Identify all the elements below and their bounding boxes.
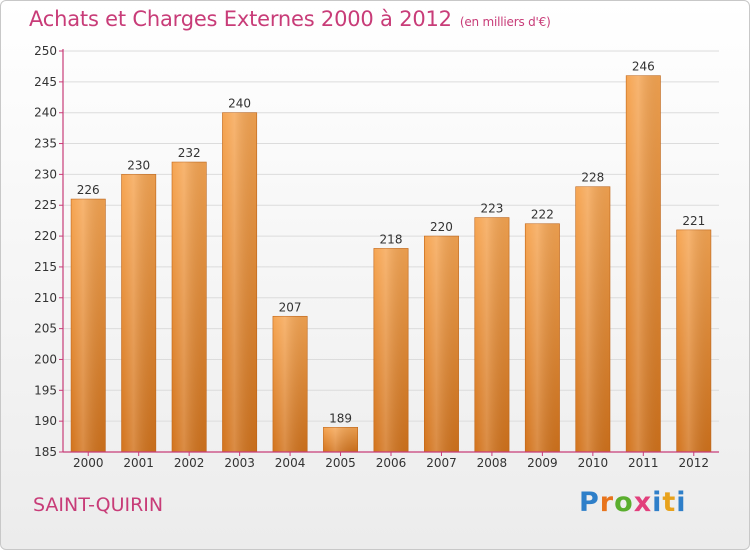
bar-shine bbox=[424, 236, 459, 452]
bar-shine bbox=[676, 229, 711, 452]
bars: 226 230 232 240 207 189 218 220 223 222 228 246 221 bbox=[70, 60, 712, 453]
bar-value-label: 221 bbox=[682, 214, 705, 228]
y-tick-label: 215 bbox=[34, 260, 57, 274]
proxiti-logo[interactable]: Proxiti bbox=[579, 487, 687, 518]
y-tick-label: 240 bbox=[34, 106, 57, 120]
x-tick-label: 2003 bbox=[224, 456, 255, 470]
x-tick-label: 2000 bbox=[73, 456, 104, 470]
bar-value-label: 230 bbox=[127, 158, 150, 172]
y-tick-label: 205 bbox=[34, 322, 57, 336]
bar-value-label: 240 bbox=[228, 97, 251, 111]
y-tick-label: 250 bbox=[34, 44, 57, 58]
x-tick-label: 2006 bbox=[376, 456, 407, 470]
x-tick-label: 2005 bbox=[325, 456, 356, 470]
bar-value-label: 218 bbox=[380, 232, 403, 246]
x-tick-label: 2007 bbox=[426, 456, 457, 470]
y-tick-label: 195 bbox=[34, 383, 57, 397]
logo-letter: P bbox=[579, 487, 600, 518]
bar-value-label: 228 bbox=[581, 171, 604, 185]
y-tick-label: 200 bbox=[34, 352, 57, 366]
bar-shine bbox=[474, 217, 510, 452]
commune-name: SAINT-QUIRIN bbox=[33, 494, 164, 516]
y-tick-label: 225 bbox=[34, 198, 57, 212]
bar-value-label: 207 bbox=[279, 300, 302, 314]
x-tick-label: 2002 bbox=[174, 456, 205, 470]
bar-shine bbox=[626, 75, 661, 452]
bar-shine bbox=[272, 316, 308, 452]
x-tick-label: 2010 bbox=[578, 456, 609, 470]
y-tick-label: 245 bbox=[34, 75, 57, 89]
bar-shine bbox=[575, 186, 611, 452]
chart-title-text: Achats et Charges Externes 2000 à 2012 bbox=[29, 7, 452, 31]
bar-shine bbox=[373, 248, 409, 452]
bar-value-label: 222 bbox=[531, 208, 554, 222]
bar-shine bbox=[525, 223, 560, 452]
logo-letter: o bbox=[614, 487, 634, 518]
x-tick-label: 2008 bbox=[477, 456, 508, 470]
y-tick-label: 210 bbox=[34, 291, 57, 305]
logo-letter: i bbox=[676, 487, 687, 518]
logo-letter: t bbox=[662, 487, 677, 518]
bar-value-label: 189 bbox=[329, 411, 352, 425]
bar-shine bbox=[171, 162, 207, 453]
x-tick-label: 2001 bbox=[123, 456, 154, 470]
chart-title: Achats et Charges Externes 2000 à 2012 (e… bbox=[29, 7, 551, 31]
y-tick-label: 230 bbox=[34, 167, 57, 181]
x-tick-label: 2004 bbox=[275, 456, 306, 470]
y-tick-label: 190 bbox=[34, 414, 57, 428]
bar-value-label: 226 bbox=[77, 183, 100, 197]
y-tick-label: 220 bbox=[34, 229, 57, 243]
bar-shine bbox=[323, 427, 358, 452]
bar-value-label: 220 bbox=[430, 220, 453, 234]
x-tick-label: 2011 bbox=[628, 456, 659, 470]
bar-value-label: 232 bbox=[178, 146, 201, 160]
bar-shine bbox=[71, 199, 106, 452]
x-axis-ticks: 2000 2001 2002 2003 2004 2005 2006 2007 2008 2009… bbox=[73, 452, 709, 470]
bar-value-label: 223 bbox=[480, 202, 503, 216]
logo-letter: i bbox=[652, 487, 663, 518]
y-tick-label: 235 bbox=[34, 137, 57, 151]
x-tick-label: 2012 bbox=[678, 456, 709, 470]
y-tick-label: 185 bbox=[34, 445, 57, 459]
logo-letter: x bbox=[633, 487, 653, 518]
bar-shine bbox=[121, 174, 156, 452]
logo-letter: r bbox=[599, 487, 615, 518]
y-axis-ticks: 185 190 195 200 205 210 215 220 225 230 235 240 245 2… bbox=[34, 44, 63, 459]
chart-subtitle: (en milliers d'€) bbox=[459, 15, 551, 29]
bar-value-label: 246 bbox=[632, 60, 655, 74]
x-tick-label: 2009 bbox=[527, 456, 558, 470]
bar-shine bbox=[222, 112, 257, 452]
